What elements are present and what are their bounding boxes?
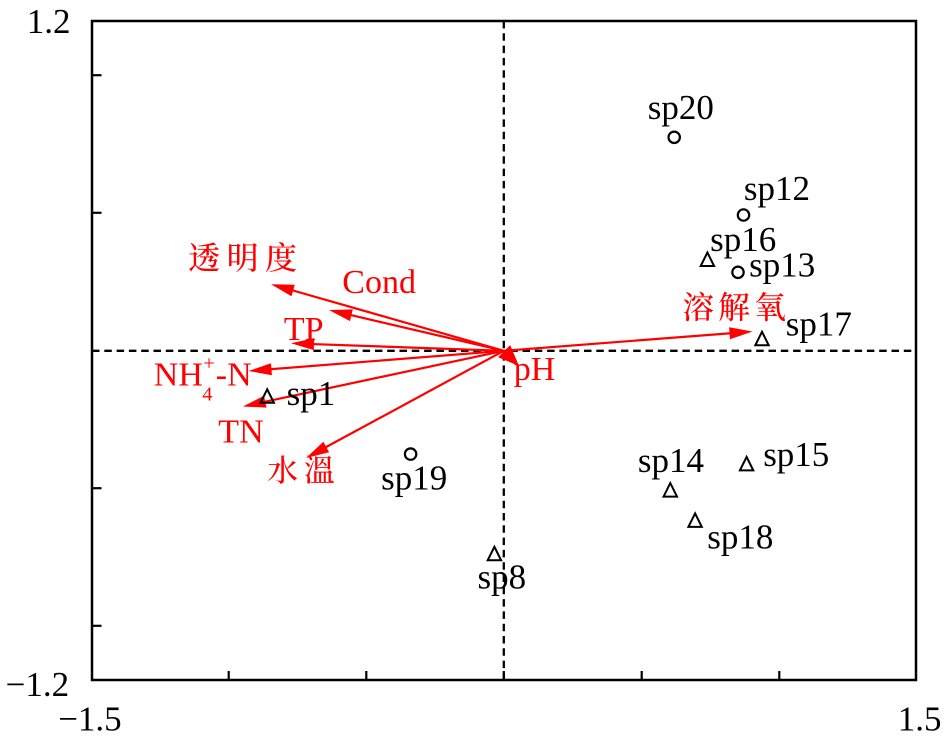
svg-text:TP: TP <box>284 311 324 348</box>
svg-text:sp13: sp13 <box>749 245 815 284</box>
svg-text:sp15: sp15 <box>763 435 829 474</box>
svg-text:NH: NH <box>154 357 203 394</box>
svg-text:sp19: sp19 <box>381 459 447 498</box>
svg-text:sp12: sp12 <box>744 169 810 208</box>
svg-text:pH: pH <box>514 351 556 388</box>
svg-text:4: 4 <box>202 383 212 405</box>
svg-text:sp8: sp8 <box>478 558 527 597</box>
svg-text:−1.5: −1.5 <box>58 700 121 739</box>
svg-text:sp1: sp1 <box>287 374 336 413</box>
svg-text:TN: TN <box>218 413 263 450</box>
svg-text:sp17: sp17 <box>786 305 852 344</box>
svg-text:-N: -N <box>216 357 252 394</box>
svg-text:Cond: Cond <box>342 264 416 301</box>
svg-text:sp16: sp16 <box>710 220 776 259</box>
svg-text:sp18: sp18 <box>707 517 773 556</box>
svg-text:+: + <box>203 353 215 375</box>
svg-text:1.2: 1.2 <box>27 2 71 41</box>
svg-text:sp20: sp20 <box>648 88 714 127</box>
svg-text:sp14: sp14 <box>638 441 704 480</box>
svg-text:1.5: 1.5 <box>898 700 942 739</box>
svg-text:−1.2: −1.2 <box>6 665 70 704</box>
